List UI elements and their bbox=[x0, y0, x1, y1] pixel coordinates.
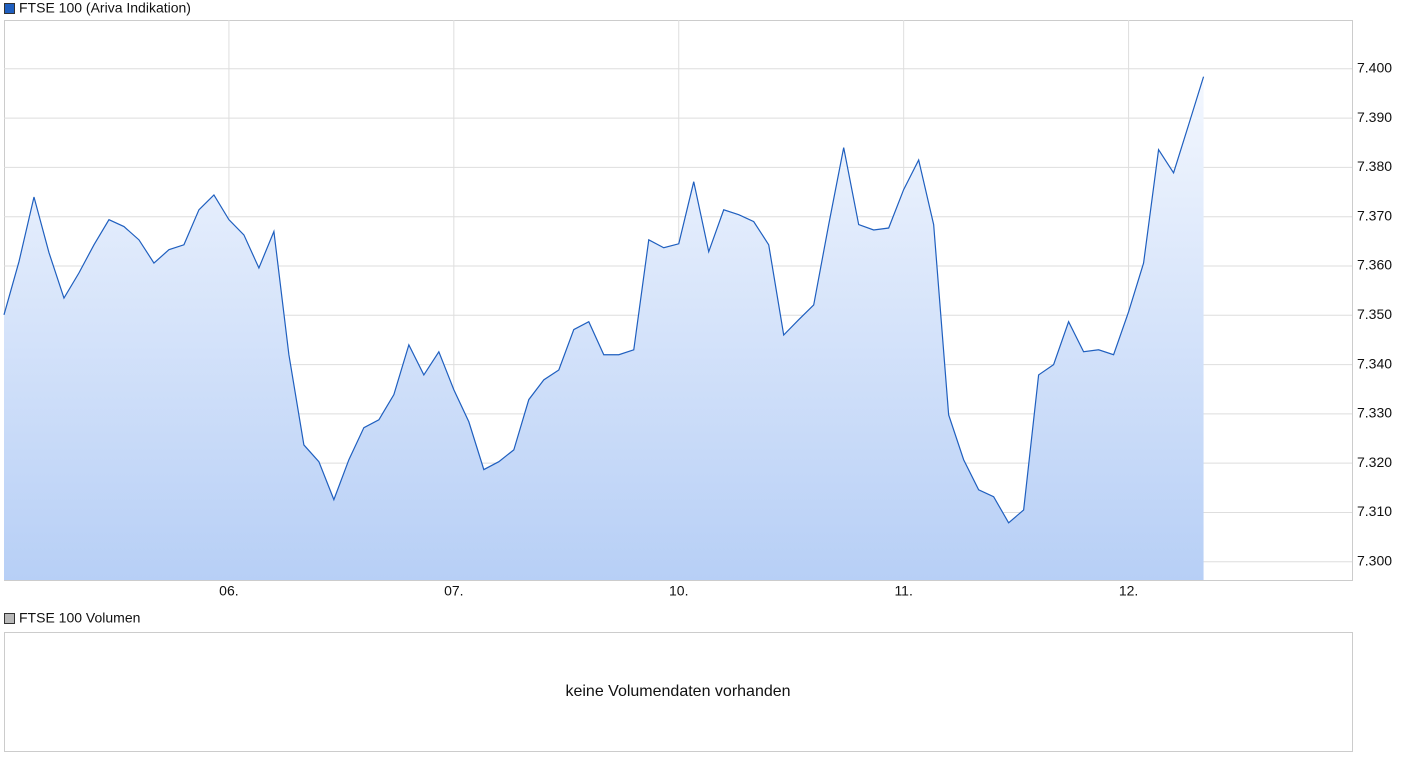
y-tick-label: 7.380 bbox=[1357, 158, 1392, 174]
legend-label: FTSE 100 Volumen bbox=[19, 610, 140, 626]
line bbox=[3, 76, 1205, 524]
x-tick-label: 12. bbox=[1119, 583, 1138, 599]
legend-swatch bbox=[4, 3, 15, 14]
y-tick-label: 7.370 bbox=[1357, 207, 1392, 223]
y-tick-label: 7.350 bbox=[1357, 306, 1392, 322]
x-tick-label: 07. bbox=[444, 583, 463, 599]
area-fill bbox=[4, 76, 1204, 581]
legend-swatch bbox=[4, 613, 15, 624]
x-tick-label: 10. bbox=[669, 583, 688, 599]
y-tick-label: 7.360 bbox=[1357, 257, 1392, 273]
y-tick-label: 7.310 bbox=[1357, 503, 1392, 519]
y-tick-label: 7.320 bbox=[1357, 454, 1392, 470]
x-tick-label: 06. bbox=[219, 583, 238, 599]
legend-label: FTSE 100 (Ariva Indikation) bbox=[19, 0, 191, 16]
volume-frame bbox=[4, 632, 1353, 752]
no-data-message: keine Volumendaten vorhanden bbox=[565, 683, 790, 700]
x-tick-label: 11. bbox=[894, 583, 912, 599]
y-tick-label: 7.300 bbox=[1357, 552, 1392, 568]
y-tick-label: 7.400 bbox=[1357, 60, 1392, 76]
y-tick-label: 7.330 bbox=[1357, 405, 1392, 421]
y-tick-label: 7.390 bbox=[1357, 109, 1392, 125]
y-tick-label: 7.340 bbox=[1357, 355, 1392, 371]
